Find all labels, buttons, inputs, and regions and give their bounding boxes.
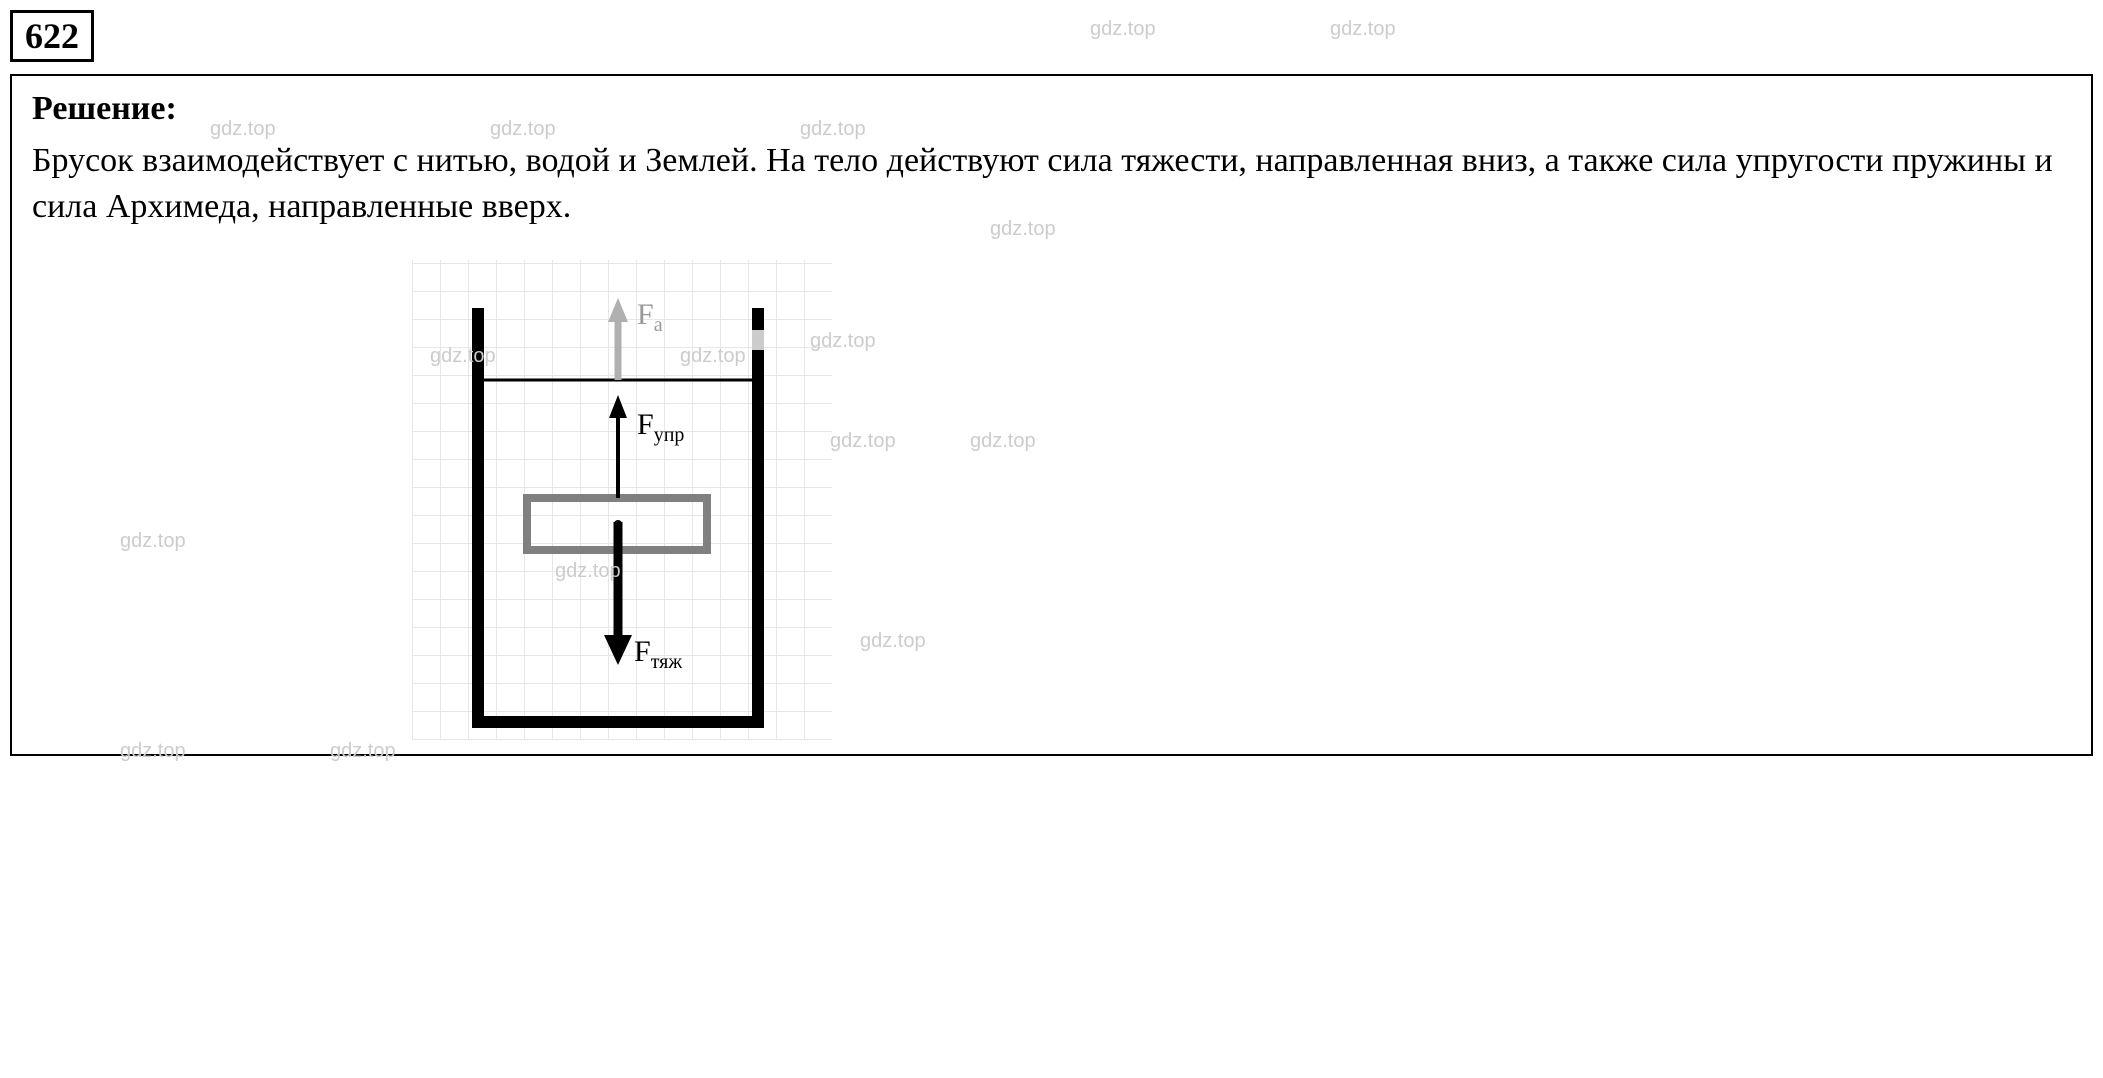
force-fa-label: Fа bbox=[637, 298, 663, 337]
watermark: gdz.top bbox=[1330, 18, 1396, 41]
fa-main: F bbox=[637, 298, 654, 331]
ftyazh-sub: тяж bbox=[651, 651, 683, 673]
watermark: gdz.top bbox=[1090, 18, 1156, 41]
vessel-svg bbox=[412, 260, 832, 740]
physics-diagram: Fа Fупр Fтяж bbox=[412, 260, 832, 740]
problem-number: 622 bbox=[10, 10, 94, 62]
solution-text: Брусок взаимодействует с нитью, водой и … bbox=[32, 138, 2071, 230]
solution-box: Решение: Брусок взаимодействует с нитью,… bbox=[10, 74, 2093, 756]
solution-title: Решение: bbox=[32, 90, 2071, 128]
fupr-sub: упр bbox=[654, 424, 685, 446]
ftyazh-main: F bbox=[634, 635, 651, 668]
fa-sub: а bbox=[654, 314, 663, 336]
force-ftyazh-label: Fтяж bbox=[634, 635, 682, 674]
fupr-main: F bbox=[637, 408, 654, 441]
force-fupr-label: Fупр bbox=[637, 408, 684, 447]
